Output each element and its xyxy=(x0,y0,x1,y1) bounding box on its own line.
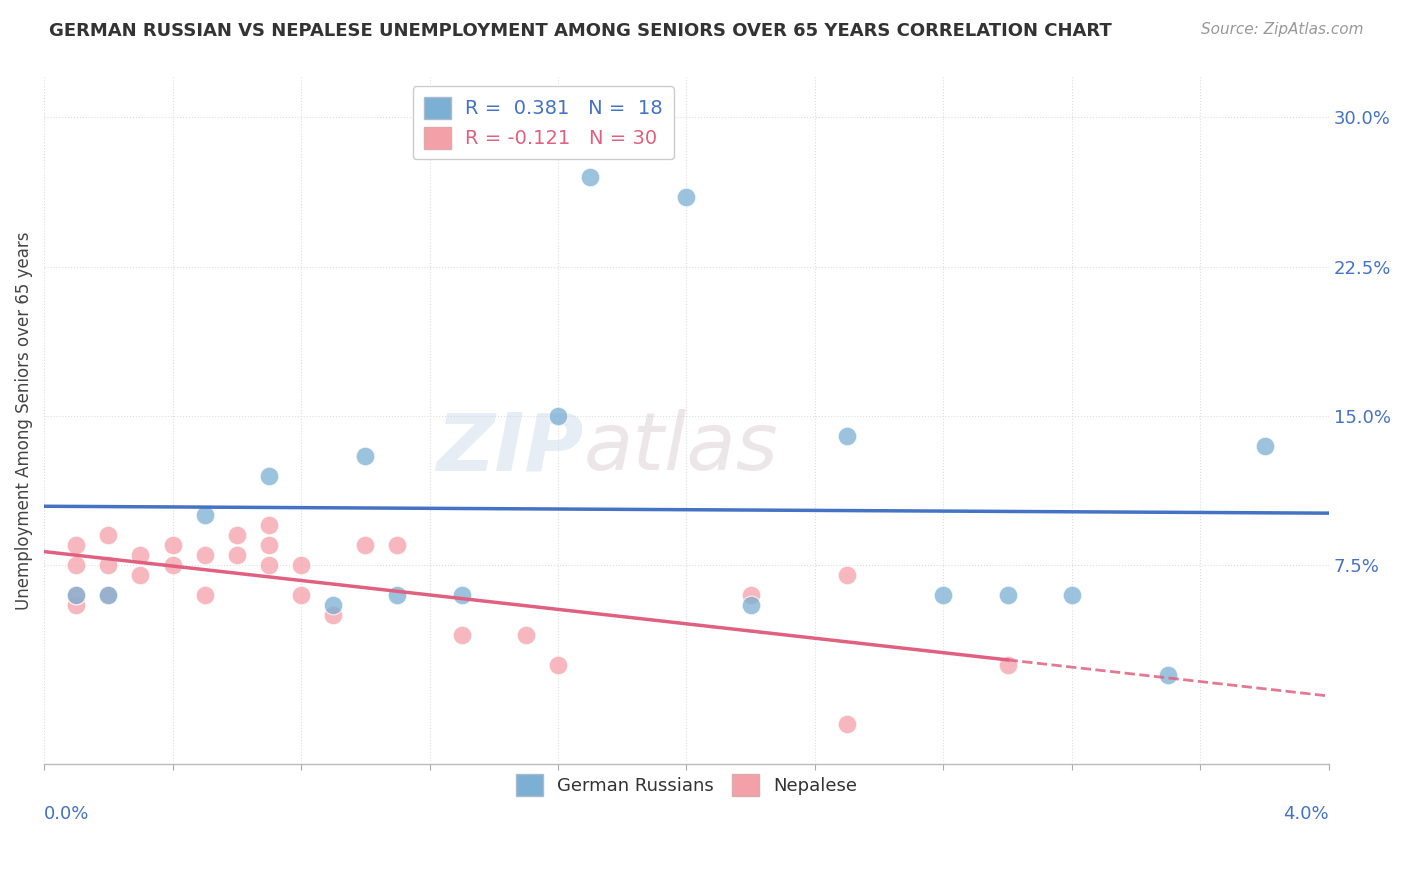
Point xyxy=(835,429,858,443)
Point xyxy=(932,588,955,602)
Text: atlas: atlas xyxy=(583,409,779,487)
Point xyxy=(835,568,858,582)
Point xyxy=(65,588,87,602)
Point xyxy=(194,508,217,523)
Point xyxy=(290,558,312,573)
Point xyxy=(97,588,120,602)
Point xyxy=(450,588,472,602)
Point xyxy=(129,548,152,562)
Point xyxy=(225,528,247,542)
Point xyxy=(162,538,184,552)
Point xyxy=(97,528,120,542)
Text: ZIP: ZIP xyxy=(436,409,583,487)
Text: Source: ZipAtlas.com: Source: ZipAtlas.com xyxy=(1201,22,1364,37)
Point xyxy=(97,558,120,573)
Point xyxy=(579,169,602,184)
Point xyxy=(162,558,184,573)
Point xyxy=(65,538,87,552)
Point xyxy=(65,558,87,573)
Point xyxy=(997,588,1019,602)
Point xyxy=(257,468,280,483)
Point xyxy=(65,588,87,602)
Point xyxy=(257,538,280,552)
Point xyxy=(1157,667,1180,681)
Point xyxy=(450,628,472,642)
Y-axis label: Unemployment Among Seniors over 65 years: Unemployment Among Seniors over 65 years xyxy=(15,232,32,610)
Text: GERMAN RUSSIAN VS NEPALESE UNEMPLOYMENT AMONG SENIORS OVER 65 YEARS CORRELATION : GERMAN RUSSIAN VS NEPALESE UNEMPLOYMENT … xyxy=(49,22,1112,40)
Point xyxy=(257,558,280,573)
Point xyxy=(515,628,537,642)
Point xyxy=(1253,439,1275,453)
Point xyxy=(354,538,377,552)
Point xyxy=(322,607,344,622)
Point xyxy=(387,588,409,602)
Point xyxy=(1060,588,1083,602)
Point xyxy=(675,190,697,204)
Point xyxy=(740,598,762,612)
Legend: German Russians, Nepalese: German Russians, Nepalese xyxy=(509,767,865,804)
Point xyxy=(740,588,762,602)
Point xyxy=(194,548,217,562)
Point xyxy=(322,598,344,612)
Point xyxy=(65,598,87,612)
Point xyxy=(257,518,280,533)
Point xyxy=(547,657,569,672)
Point xyxy=(194,588,217,602)
Point xyxy=(225,548,247,562)
Point xyxy=(835,717,858,731)
Point xyxy=(547,409,569,423)
Text: 4.0%: 4.0% xyxy=(1284,805,1329,823)
Text: 0.0%: 0.0% xyxy=(44,805,90,823)
Point xyxy=(387,538,409,552)
Point xyxy=(290,588,312,602)
Point xyxy=(129,568,152,582)
Point xyxy=(354,449,377,463)
Point xyxy=(997,657,1019,672)
Point xyxy=(97,588,120,602)
